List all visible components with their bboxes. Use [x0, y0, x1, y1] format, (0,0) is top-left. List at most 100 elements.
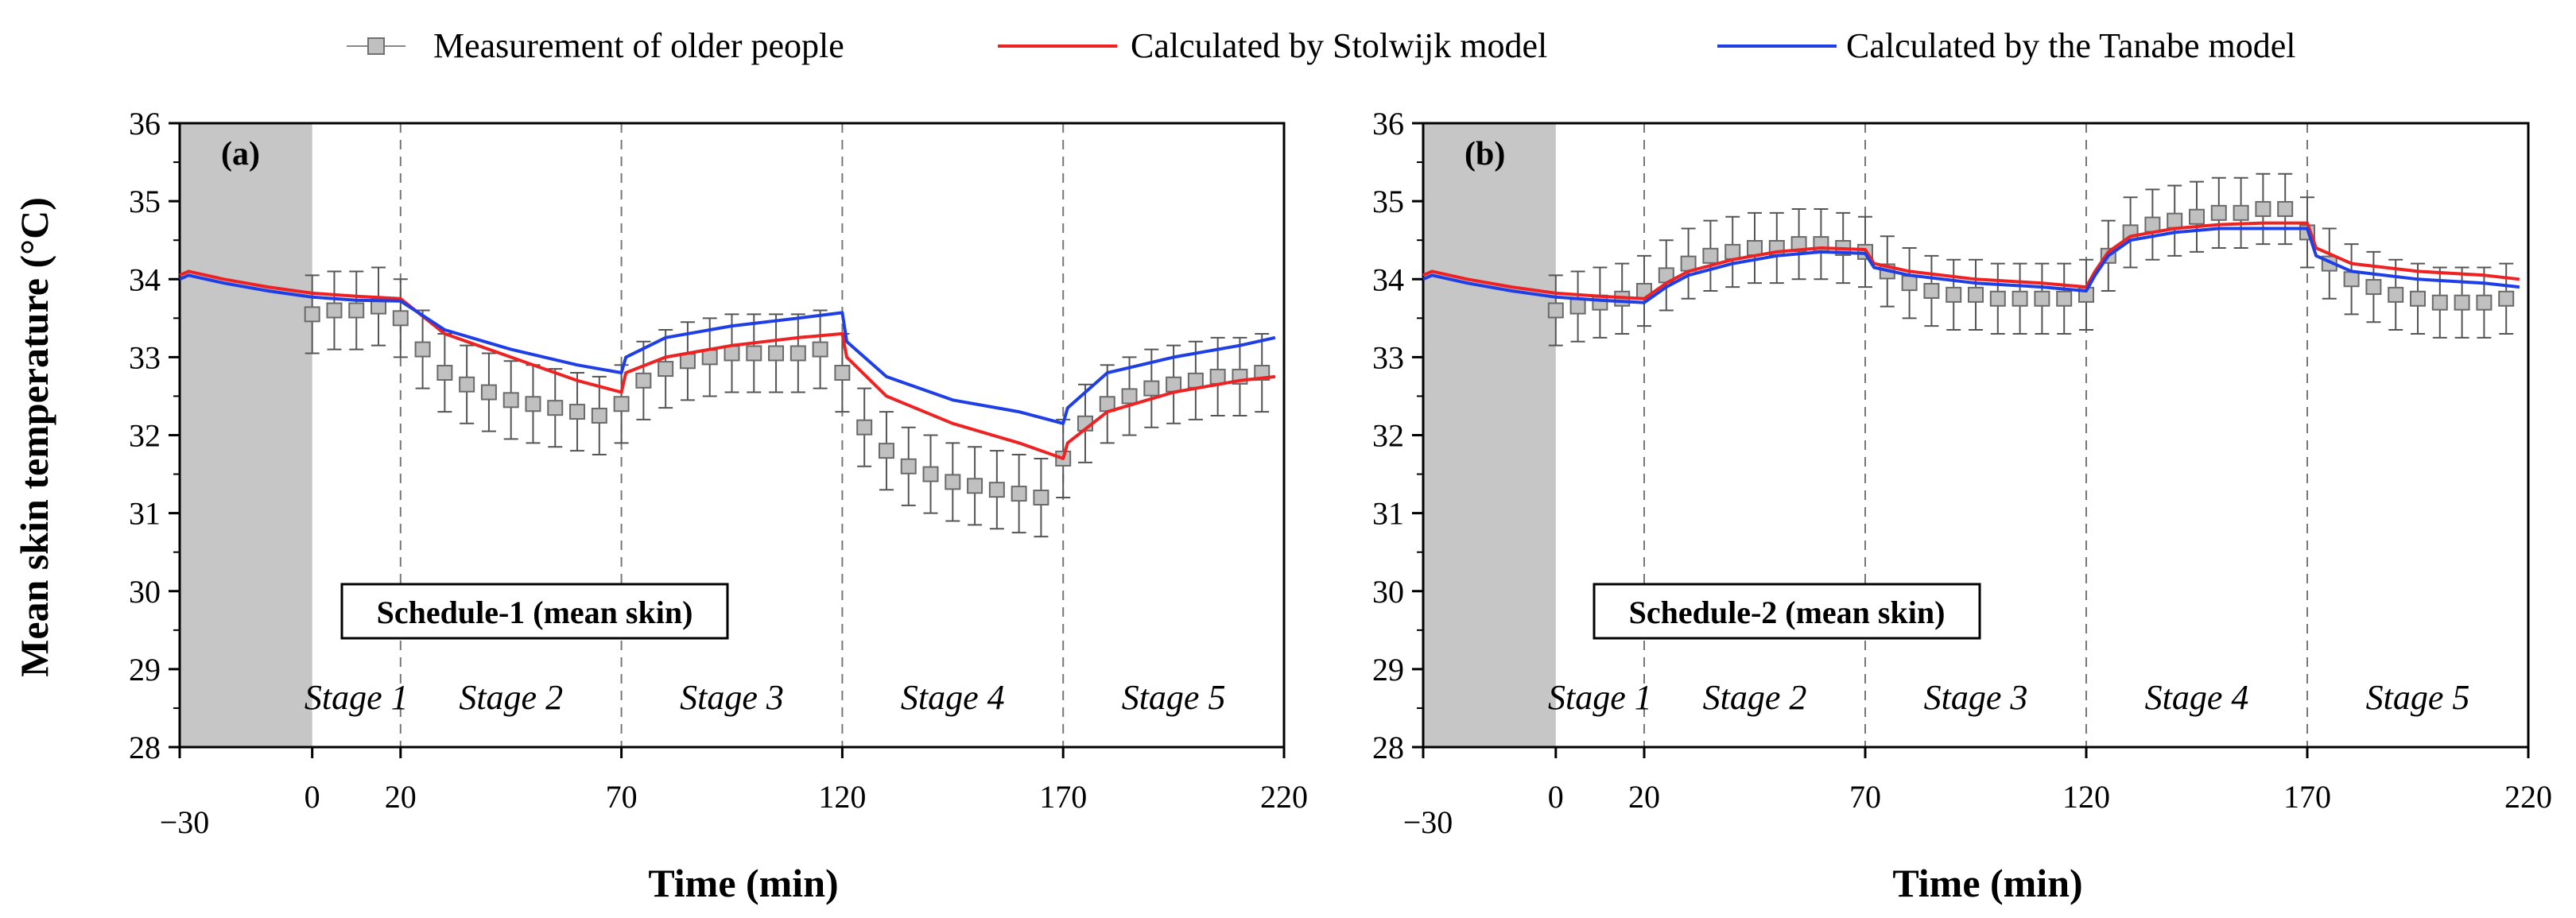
measurement-point-b-8	[1724, 243, 1741, 260]
stage-label-a-0: Stage 1	[305, 678, 409, 717]
measurement-point-b-28	[2167, 212, 2183, 229]
measurement-point-b-20	[1989, 290, 2006, 307]
measurement-point-a-29	[945, 474, 961, 490]
plot-frame-b	[1422, 122, 2530, 749]
measurement-point-a-24	[834, 365, 851, 381]
measurement-point-b-7	[1702, 247, 1719, 264]
y-tick-label-b-1: 29	[1372, 652, 1404, 688]
stage-label-a-2: Stage 3	[680, 678, 784, 717]
measurement-point-a-21	[768, 345, 785, 362]
stolwijk-model-line-a	[179, 269, 1276, 460]
x-tick-label-b-5: 170	[2283, 779, 2331, 815]
y-tick-label-b-8: 36	[1372, 106, 1404, 141]
measurement-point-b-29	[2189, 208, 2205, 225]
measurement-point-a-27	[900, 458, 917, 474]
annotation-box-a	[340, 583, 729, 640]
measurement-point-b-43	[2498, 290, 2515, 307]
measurement-point-b-0	[1547, 302, 1564, 319]
panel-label-a: (a)	[221, 136, 260, 172]
y-tick-label-a-1: 29	[129, 652, 161, 688]
annotation-box-b	[1593, 583, 1981, 640]
panel-a: 28 29 30 31 32 33 34 35 36 −30 0 20 70 120 170 220 Stage…	[129, 106, 1308, 840]
y-tick-label-a-5: 33	[129, 339, 161, 375]
annotation-label-b: Schedule-2 (mean skin)	[1629, 595, 1946, 630]
measurement-point-b-22	[2034, 290, 2050, 307]
measurement-point-a-23	[812, 341, 828, 358]
measurement-point-a-7	[459, 376, 475, 393]
measurement-point-a-8	[480, 384, 497, 401]
measurement-point-a-16	[658, 361, 674, 378]
measurement-point-a-14	[613, 396, 630, 413]
measurement-point-b-38	[2388, 286, 2404, 303]
tanabe-model-line-b	[1422, 227, 2520, 304]
measurement-point-a-4	[392, 310, 409, 327]
y-tick-label-a-4: 32	[129, 418, 161, 454]
measurement-point-a-33	[1033, 490, 1049, 505]
x-tick-label-a-2: 20	[385, 779, 417, 815]
y-tick-label-a-2: 30	[129, 574, 161, 610]
legend-label-stolwijk: Calculated by Stolwijk model	[1131, 26, 1547, 65]
stolwijk-model-line-b	[1422, 221, 2520, 300]
measurement-point-a-32	[1011, 486, 1027, 502]
x-tick-label-b-6: 220	[2504, 779, 2552, 815]
measurement-point-b-16	[1901, 275, 1918, 292]
measurement-point-b-9	[1747, 240, 1763, 256]
legend: Measurement of older people Calculated b…	[347, 26, 2295, 65]
measurement-point-a-30	[967, 478, 983, 494]
panel-label-b: (b)	[1465, 136, 1505, 172]
x-axis-title-b: Time (min)	[1892, 861, 2082, 905]
measurement-series-b	[1547, 172, 2515, 347]
measurement-point-a-40	[1187, 372, 1204, 389]
y-tick-label-b-3: 31	[1372, 496, 1404, 532]
stage-label-b-2: Stage 3	[1924, 678, 2028, 717]
x-tick-label-b-4: 120	[2062, 779, 2110, 815]
measurement-point-a-22	[789, 345, 806, 362]
measurement-point-b-32	[2255, 200, 2271, 217]
stage-label-a-4: Stage 5	[1122, 678, 1226, 717]
x-axis-title-a: Time (min)	[648, 861, 838, 905]
x-tick-label-b-2: 20	[1628, 779, 1660, 815]
measurement-point-a-19	[724, 345, 740, 362]
measurement-point-a-25	[856, 419, 873, 436]
y-tick-label-a-6: 34	[129, 261, 161, 297]
y-tick-label-b-7: 35	[1372, 184, 1404, 219]
measurement-point-b-42	[2476, 294, 2493, 311]
measurement-point-a-10	[525, 396, 541, 413]
legend-item-measurement: Measurement of older people	[347, 26, 844, 65]
measurement-point-b-17	[1923, 282, 1940, 299]
measurement-point-a-37	[1121, 388, 1138, 405]
legend-label-measurement: Measurement of older people	[433, 26, 844, 65]
measurement-point-b-23	[2056, 290, 2073, 307]
legend-square-marker	[367, 37, 385, 55]
measurement-point-a-12	[569, 404, 586, 420]
measurement-series-a	[304, 266, 1271, 538]
measurement-point-a-17	[679, 353, 696, 370]
y-tick-label-b-0: 28	[1372, 730, 1404, 765]
measurement-point-b-27	[2144, 216, 2161, 233]
stage-label-b-3: Stage 4	[2145, 678, 2249, 717]
measurement-point-a-39	[1166, 376, 1182, 393]
y-tick-label-a-0: 28	[129, 730, 161, 765]
measurement-point-b-39	[2410, 290, 2426, 307]
measurement-point-b-41	[2454, 294, 2470, 311]
panel-b: 28 29 30 31 32 33 34 35 36 −30 0 20 70 120 170 220 Stage…	[1372, 106, 2552, 840]
measurement-point-b-30	[2210, 204, 2227, 221]
y-tick-label-b-2: 30	[1372, 574, 1404, 610]
stage-label-b-4: Stage 5	[2366, 678, 2470, 717]
measurement-point-a-28	[922, 466, 939, 482]
measurement-point-b-37	[2365, 279, 2382, 296]
measurement-point-a-11	[547, 400, 564, 416]
x-tick-label-a-4: 120	[818, 779, 866, 815]
measurement-point-b-31	[2233, 204, 2249, 221]
stage-label-b-0: Stage 1	[1548, 678, 1652, 717]
stage-label-a-3: Stage 4	[901, 678, 1005, 717]
stage-label-a-1: Stage 2	[459, 678, 563, 717]
measurement-point-a-41	[1209, 368, 1226, 385]
legend-item-tanabe: Calculated by the Tanabe model	[1717, 26, 2295, 65]
shaded-initial-period-a	[180, 123, 312, 747]
y-axis-title: Mean skin temperature (°C)	[12, 197, 56, 677]
x-tick-label-b-1: 0	[1548, 779, 1564, 815]
stage-label-b-1: Stage 2	[1703, 678, 1807, 717]
x-tick-label-a-6: 220	[1260, 779, 1308, 815]
